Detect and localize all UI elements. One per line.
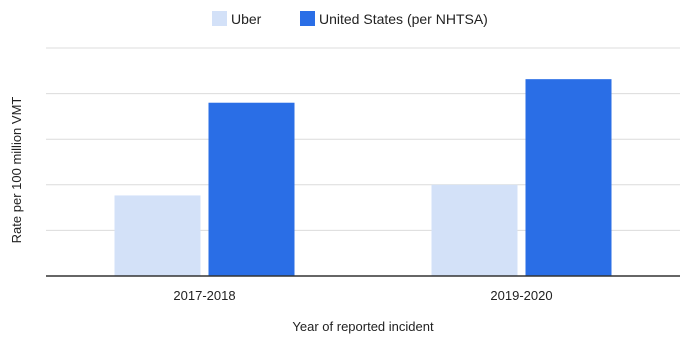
y-axis-label: Rate per 100 million VMT [9, 97, 24, 244]
bar-uber-2019-2020 [431, 184, 518, 276]
legend-label: Uber [231, 11, 262, 27]
x-tick-label: 2017-2018 [173, 288, 235, 303]
bars-group [114, 79, 612, 276]
x-axis-label: Year of reported incident [292, 319, 434, 334]
x-tick-labels: 2017-2018 2019-2020 [173, 288, 552, 303]
legend-swatch [212, 11, 227, 26]
legend-swatch [300, 11, 315, 26]
legend: Uber United States (per NHTSA) [212, 11, 488, 27]
bar-uber-2017-2018 [114, 195, 201, 276]
x-tick-label: 2019-2020 [490, 288, 552, 303]
legend-label: United States (per NHTSA) [319, 11, 488, 27]
bar-united-states-per-nhtsa-2017-2018 [208, 102, 295, 276]
bar-united-states-per-nhtsa-2019-2020 [525, 79, 612, 276]
